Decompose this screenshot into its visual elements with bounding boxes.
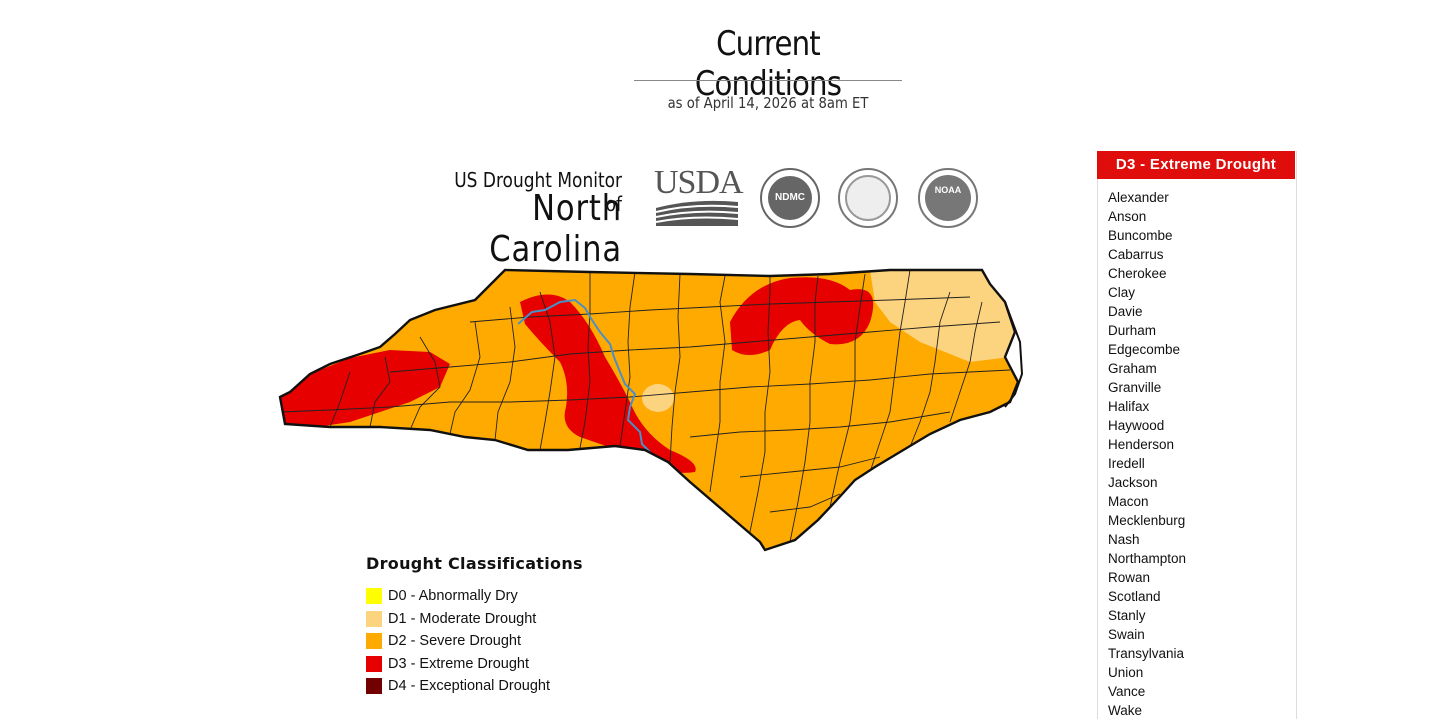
county-list-item: Northampton: [1108, 551, 1187, 566]
noaa-seal: NOAA: [918, 168, 978, 228]
outer-banks: [1004, 301, 1024, 408]
county-list-item: Macon: [1108, 494, 1149, 509]
d3-north-region: [730, 277, 874, 355]
county-panel: [1097, 151, 1297, 719]
legend-swatch: [366, 588, 382, 605]
as-of-date: as of April 14, 2026 at 8am ET: [667, 94, 869, 112]
legend-item-d0: D0 - Abnormally Dry: [366, 585, 666, 608]
legend-swatch: [366, 655, 382, 672]
title-divider: [634, 80, 902, 81]
county-list-item: Haywood: [1108, 418, 1165, 433]
county-list-item: Jackson: [1108, 475, 1158, 490]
ndmc-seal-text: NDMC: [768, 176, 812, 220]
county-list-item: Henderson: [1108, 437, 1175, 452]
d3-west-region: [280, 350, 450, 428]
county-list-item: Halifax: [1108, 399, 1150, 414]
usda-logo: USDA: [654, 164, 744, 228]
county-list-item: Vance: [1108, 684, 1146, 699]
county-list-item: Rowan: [1108, 570, 1151, 585]
legend-item-d2: D2 - Severe Drought: [366, 630, 666, 653]
map-legend: Drought Classifications D0 - Abnormally …: [366, 554, 666, 698]
map-heading-state: North Carolina: [489, 188, 622, 270]
legend-item-d1: D1 - Moderate Drought: [366, 608, 666, 631]
d3-piedmont-corridor: [520, 294, 696, 473]
county-list-item: Buncombe: [1108, 228, 1173, 243]
panel-header: D3 - Extreme Drought: [1097, 151, 1295, 179]
legend-label: D1 - Moderate Drought: [388, 610, 537, 627]
county-list-item: Mecklenburg: [1108, 513, 1186, 528]
county-list-item: Transylvania: [1108, 646, 1185, 661]
county-list-item: Graham: [1108, 361, 1157, 376]
noaa-seal-text: NOAA: [925, 175, 971, 221]
county-list-item: Alexander: [1108, 190, 1169, 205]
legend-swatch: [366, 678, 382, 695]
county-list-item: Davie: [1108, 304, 1143, 319]
legend-swatch: [366, 633, 382, 650]
county-list-item: Union: [1108, 665, 1144, 680]
legend-label: D4 - Exceptional Drought: [388, 678, 550, 695]
county-list: Alexander Anson Buncombe Cabarrus Cherokee Cl…: [1108, 188, 1186, 719]
legend-swatch: [366, 610, 382, 627]
ndmc-seal: NDMC: [760, 168, 820, 228]
county-list-item: Stanly: [1108, 608, 1146, 623]
legend-title: Drought Classifications: [366, 554, 583, 573]
county-list-item: Nash: [1108, 532, 1140, 547]
legend-label: D3 - Extreme Drought: [388, 655, 530, 672]
county-list-item: Cherokee: [1108, 266, 1167, 281]
legend-label: D0 - Abnormally Dry: [388, 588, 518, 605]
page-title: Current Conditions: [694, 24, 842, 104]
county-lines: [280, 270, 1011, 543]
county-list-item: Granville: [1108, 380, 1162, 395]
county-list-item: Clay: [1108, 285, 1136, 300]
usda-logo-graphic: [655, 200, 739, 226]
county-list-item: Cabarrus: [1108, 247, 1164, 262]
map-heading-line1: US Drought Monitor of: [454, 168, 622, 216]
legend-label: D2 - Severe Drought: [388, 633, 521, 650]
county-list-item: Wake: [1108, 703, 1143, 718]
county-list-item: Scotland: [1108, 589, 1161, 604]
commerce-seal: [838, 168, 898, 228]
drought-map: [278, 268, 1024, 552]
county-list-item: Swain: [1108, 627, 1145, 642]
county-list-item: Anson: [1108, 209, 1147, 224]
river-line: [517, 298, 651, 453]
d1-central-spot: [642, 384, 674, 412]
usda-logo-text: USDA: [654, 164, 744, 201]
county-list-item: Durham: [1108, 323, 1157, 338]
legend-item-d3: D3 - Extreme Drought: [366, 653, 666, 676]
county-list-item: Edgecombe: [1108, 342, 1181, 357]
county-list-item: Iredell: [1108, 456, 1145, 471]
legend-item-d4: D4 - Exceptional Drought: [366, 675, 666, 698]
